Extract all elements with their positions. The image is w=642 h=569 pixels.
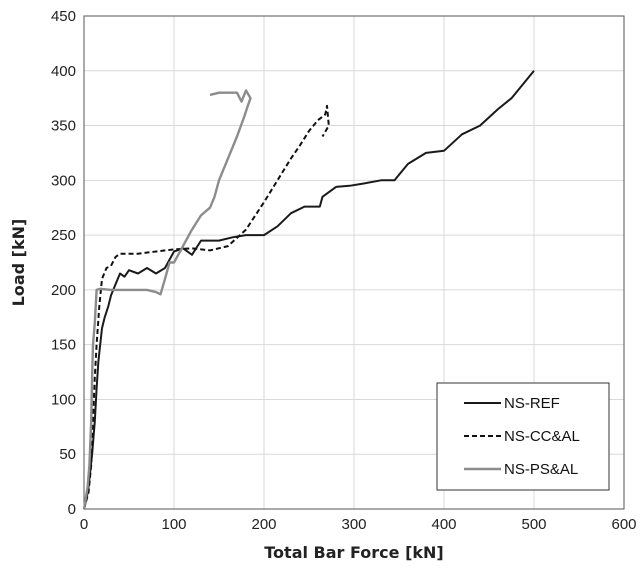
legend-entry-label: NS-PS&AL bbox=[504, 461, 578, 478]
y-tick-label: 50 bbox=[59, 446, 76, 463]
y-tick-label: 350 bbox=[51, 118, 76, 135]
legend: NS-REF NS-CC&AL NS-PS&AL bbox=[436, 382, 610, 491]
series-line-ns-ps-al bbox=[82, 89, 252, 510]
series-line-ns-cc-al bbox=[83, 104, 330, 510]
x-tick-label: 300 bbox=[341, 516, 366, 533]
y-tick-label: 450 bbox=[51, 8, 76, 25]
x-tick-label: 400 bbox=[431, 516, 456, 533]
series-line-ns-ref bbox=[83, 70, 535, 510]
y-tick-label: 200 bbox=[51, 282, 76, 299]
y-axis-ticks: 0 50 100 150 200 250 300 350 400 450 bbox=[51, 8, 76, 518]
y-tick-label: 150 bbox=[51, 337, 76, 354]
x-axis-ticks: 0 100 200 300 400 500 600 bbox=[80, 516, 637, 533]
x-tick-label: 0 bbox=[80, 516, 88, 533]
x-tick-label: 600 bbox=[611, 516, 636, 533]
y-tick-label: 0 bbox=[68, 501, 76, 518]
y-axis-title: Load [kN] bbox=[9, 219, 28, 307]
y-tick-label: 400 bbox=[51, 63, 76, 80]
y-tick-label: 250 bbox=[51, 227, 76, 244]
grid bbox=[84, 16, 624, 509]
legend-entry-label: NS-REF bbox=[504, 395, 560, 412]
y-tick-label: 100 bbox=[51, 391, 76, 408]
x-axis-title: Total Bar Force [kN] bbox=[264, 543, 443, 562]
legend-entry-label: NS-CC&AL bbox=[504, 428, 580, 445]
plot-area-frame bbox=[83, 15, 625, 510]
x-tick-label: 100 bbox=[161, 516, 186, 533]
x-tick-label: 200 bbox=[251, 516, 276, 533]
x-tick-label: 500 bbox=[521, 516, 546, 533]
y-tick-label: 300 bbox=[51, 172, 76, 189]
series-layer bbox=[82, 70, 535, 510]
